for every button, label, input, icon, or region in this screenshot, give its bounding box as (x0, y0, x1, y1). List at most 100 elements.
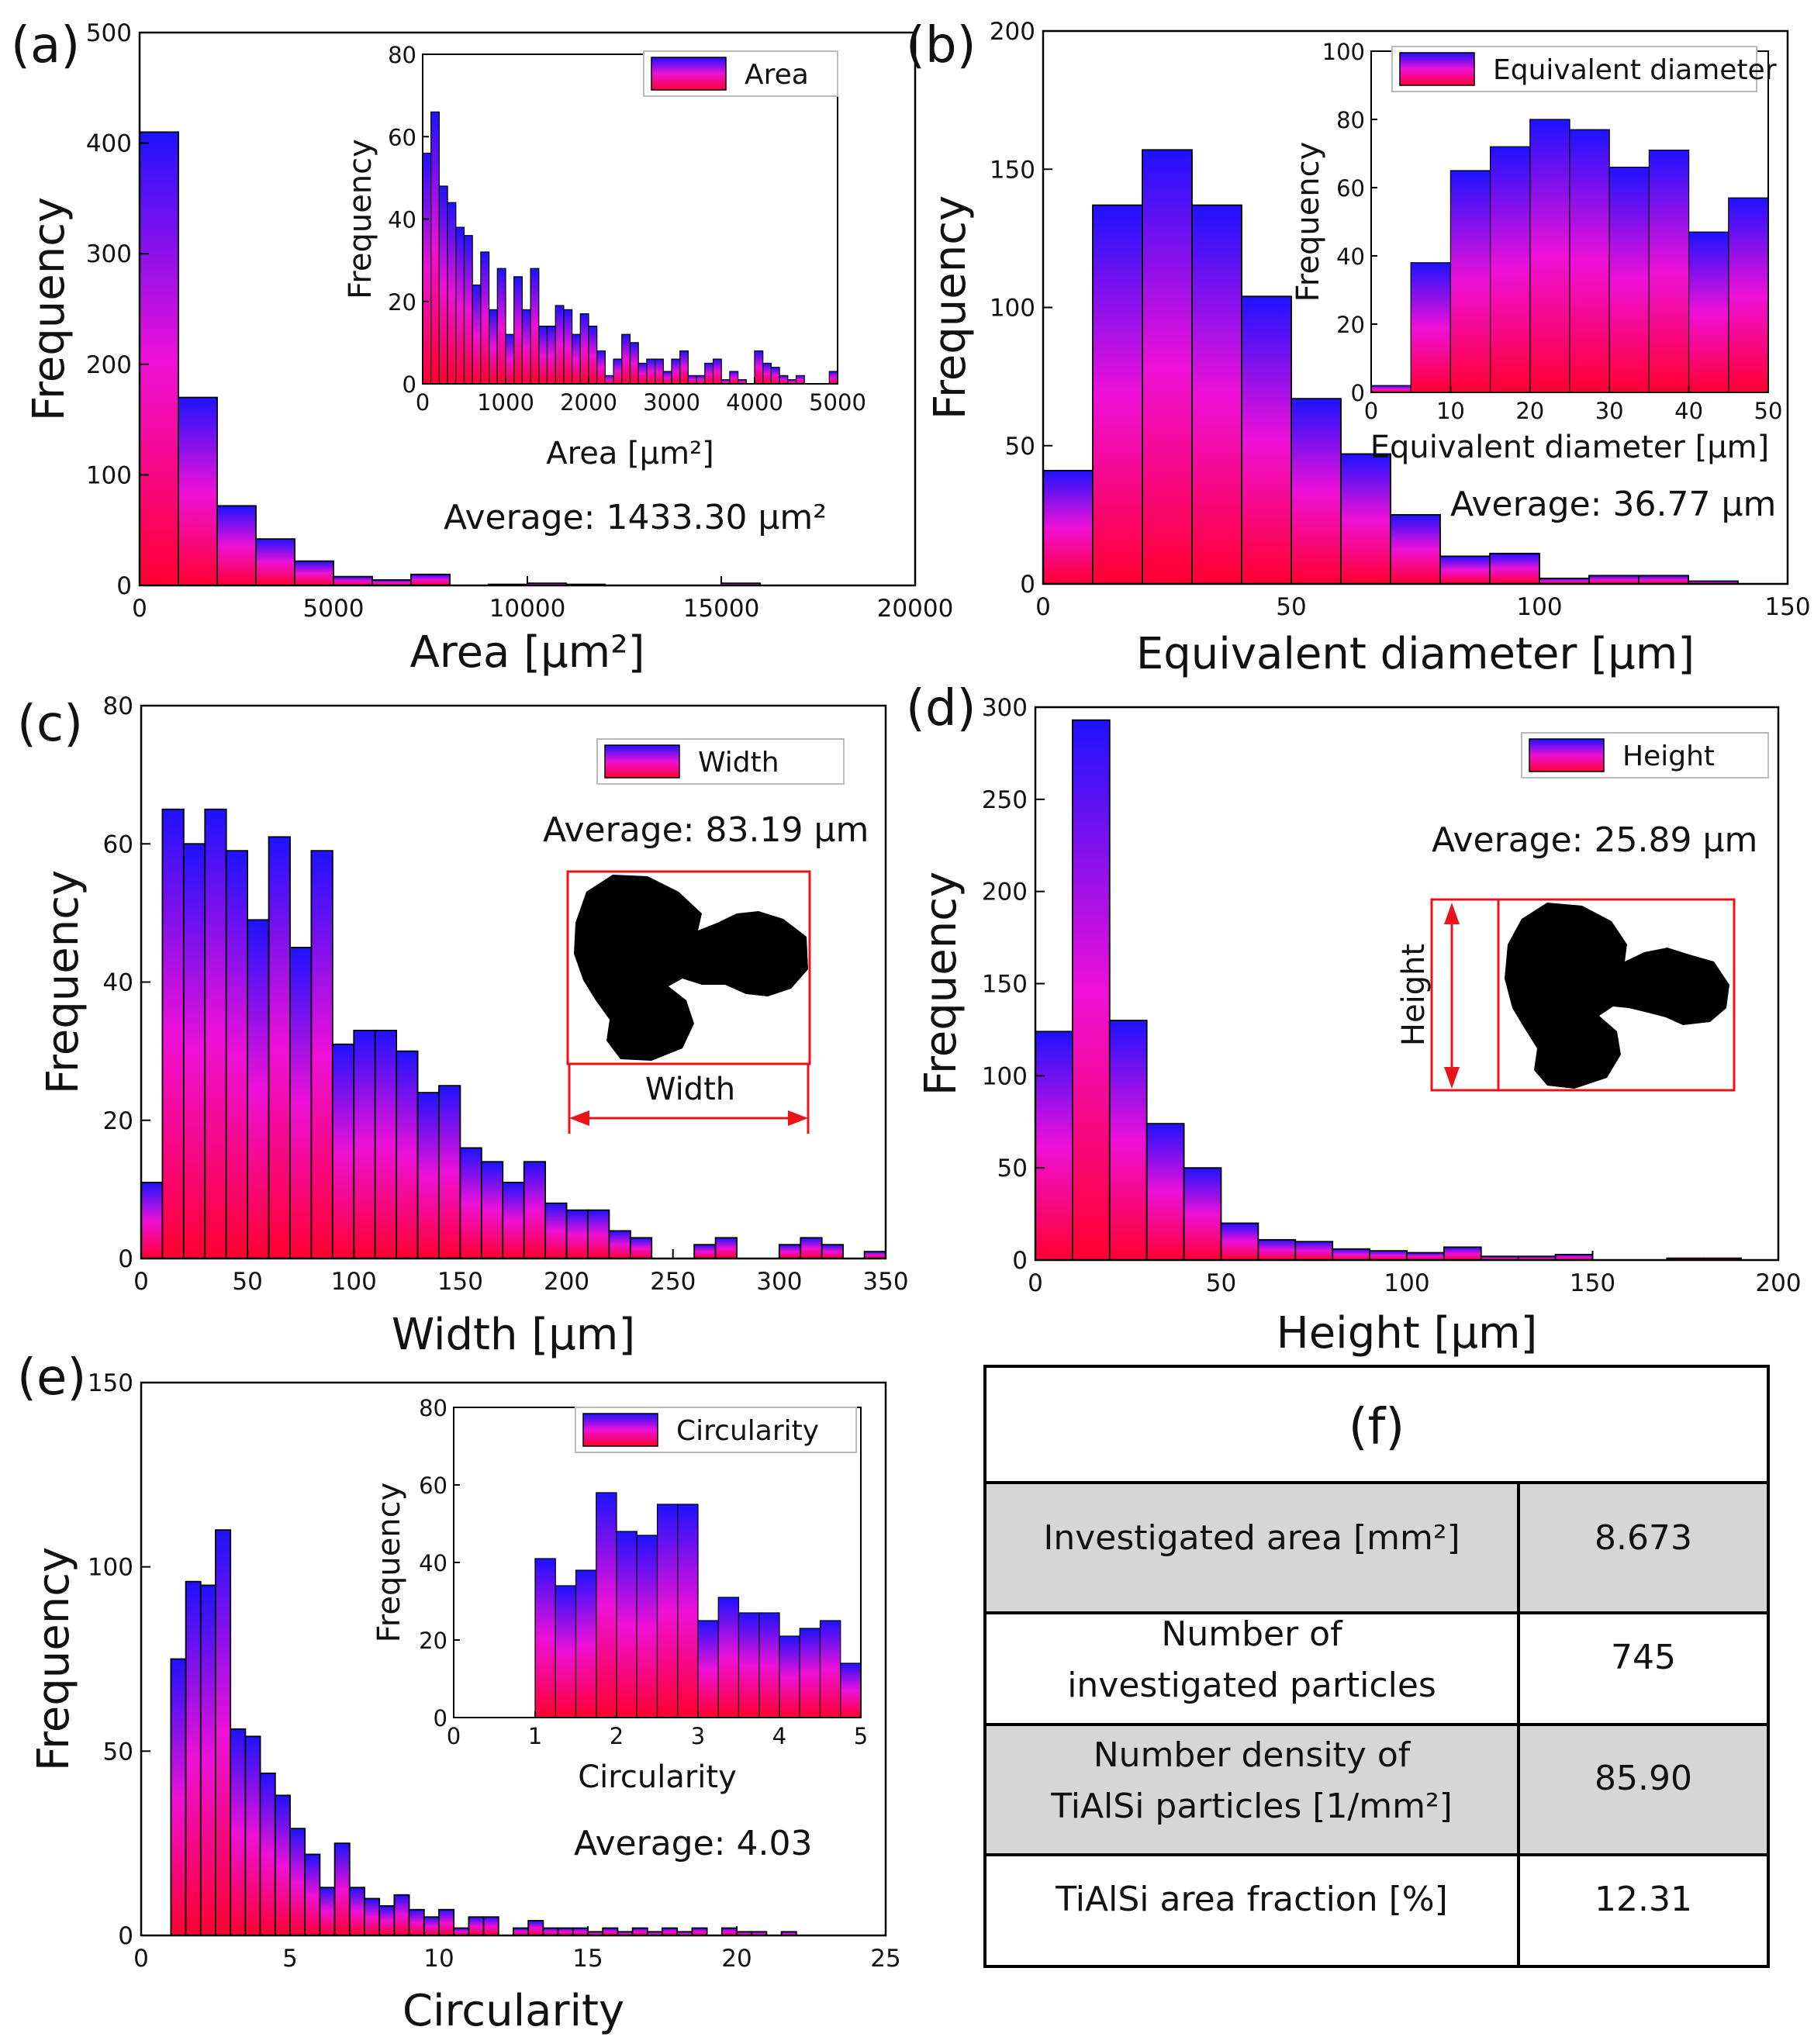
inset-bar (828, 371, 838, 385)
bar (215, 1529, 232, 1936)
bar (244, 1735, 261, 1936)
x-tick-label: 100 (1516, 593, 1562, 621)
bar (1220, 1222, 1259, 1261)
bar (1291, 398, 1342, 585)
panel-label: (e) (17, 1349, 86, 1407)
inset-bar (555, 1585, 577, 1718)
inset-bar (662, 371, 672, 385)
inset-bar (656, 1504, 679, 1718)
inset-bar (538, 326, 548, 385)
x-tick-label: 50 (232, 1268, 262, 1296)
table-cell-label: Number of investigated particles (1067, 1614, 1436, 1705)
inset-bar (636, 1535, 658, 1718)
y-tick-label: 50 (103, 1738, 133, 1766)
bar (523, 1161, 547, 1259)
inset-bar (1370, 385, 1411, 393)
bar (691, 1927, 708, 1936)
legend-swatch (1529, 738, 1605, 772)
bar (331, 1043, 355, 1259)
axes-frame (140, 1381, 887, 1937)
bar (1294, 1241, 1334, 1261)
inset-x-tick-label: 4000 (726, 389, 783, 416)
inset-y-tick-label: 60 (388, 124, 416, 150)
x-tick-label: 0 (1035, 593, 1051, 621)
legend-label: Circularity (676, 1415, 819, 1447)
particle-silhouette (574, 875, 808, 1061)
inset-bar (1410, 262, 1451, 393)
bar (199, 1584, 216, 1936)
bar (720, 1927, 738, 1936)
chart-area: 0 5000 10000 15000 200000100200300400500(a)A… (11, 17, 953, 678)
bar (693, 1244, 717, 1259)
inset-y-axis-label: Frequency (371, 1483, 407, 1643)
bar (800, 1237, 823, 1259)
bar (1588, 575, 1640, 585)
legend-label: Equivalent diameter (1493, 54, 1777, 86)
height-diagram: Height (1396, 898, 1736, 1092)
inset-bar (779, 1635, 800, 1718)
inset-bar (779, 375, 789, 385)
bar (348, 1887, 365, 1936)
inset-y-tick-label: 0 (1351, 380, 1365, 406)
y-tick-label: 0 (1020, 571, 1035, 599)
inset-bar (488, 309, 498, 385)
x-tick-label: 0 (132, 595, 147, 623)
inset-bar (712, 358, 722, 385)
inset-y-tick-label: 80 (1336, 107, 1365, 133)
x-tick-label: 15 (572, 1945, 603, 1973)
x-tick-label: 200 (544, 1268, 589, 1296)
inset-bar (496, 268, 506, 385)
bar (631, 1927, 648, 1936)
inset-bar (455, 226, 465, 385)
y-tick-label: 150 (990, 156, 1035, 184)
x-tick-label: 5000 (303, 595, 365, 623)
bar (185, 1580, 202, 1936)
x-tick-label: 25 (870, 1945, 900, 1973)
bar (294, 560, 334, 586)
inset-bar (819, 1620, 841, 1718)
bar (374, 1029, 398, 1259)
bar (1072, 719, 1111, 1261)
inset-y-tick-label: 0 (434, 1705, 447, 1732)
bar (587, 1209, 610, 1259)
bar (408, 1908, 425, 1936)
x-tick-label: 350 (862, 1268, 908, 1296)
inset-bar (729, 371, 739, 385)
x-tick-label: 20000 (877, 595, 954, 623)
inset-bar (697, 1620, 719, 1718)
inset-bar (1648, 150, 1690, 393)
inset-bar (422, 152, 432, 385)
bar (821, 1244, 845, 1259)
bar (319, 1887, 336, 1936)
inset-bar (613, 358, 623, 385)
bar (289, 947, 313, 1259)
inset-bar (717, 1597, 740, 1718)
inset-bar (646, 358, 656, 385)
bar (863, 1251, 886, 1259)
inset-bar (521, 309, 531, 385)
inset-y-tick-label: 60 (419, 1473, 447, 1499)
bar (333, 1842, 351, 1936)
bar (459, 1147, 482, 1259)
width-annotation-label: Width (645, 1072, 735, 1107)
inset-bar (438, 185, 448, 385)
bar (1183, 1167, 1222, 1261)
bar (247, 919, 270, 1259)
inset-bar (604, 375, 614, 385)
inset-bar (472, 284, 482, 385)
y-tick-label: 0 (118, 1245, 133, 1273)
inset-x-tick-label: 4 (772, 1723, 786, 1749)
bar (161, 808, 185, 1259)
x-tick-label: 50 (1276, 593, 1306, 621)
table-cell-value: 12.31 (1595, 1880, 1692, 1919)
legend-label: Area (745, 59, 809, 91)
bar (274, 1794, 291, 1936)
bar (438, 1908, 455, 1936)
height-arrow-top-head (1444, 903, 1460, 924)
bar (1443, 1246, 1482, 1261)
x-tick-label: 5 (282, 1945, 298, 1973)
bar (139, 131, 179, 586)
bar (204, 808, 227, 1259)
inset-y-tick-label: 20 (419, 1628, 447, 1654)
y-tick-label: 200 (990, 18, 1035, 46)
